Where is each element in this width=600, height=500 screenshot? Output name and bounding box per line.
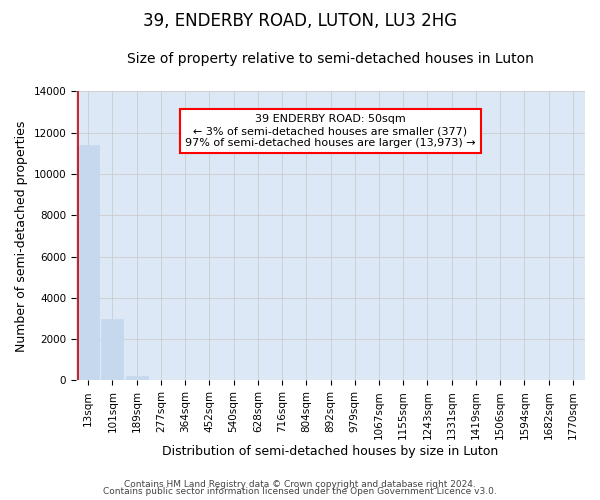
- Title: Size of property relative to semi-detached houses in Luton: Size of property relative to semi-detach…: [127, 52, 534, 66]
- X-axis label: Distribution of semi-detached houses by size in Luton: Distribution of semi-detached houses by …: [163, 444, 499, 458]
- Y-axis label: Number of semi-detached properties: Number of semi-detached properties: [15, 120, 28, 352]
- Text: Contains HM Land Registry data © Crown copyright and database right 2024.: Contains HM Land Registry data © Crown c…: [124, 480, 476, 489]
- Bar: [77, 145, 99, 380]
- Bar: [101, 318, 123, 380]
- Text: 39 ENDERBY ROAD: 50sqm
← 3% of semi-detached houses are smaller (377)
97% of sem: 39 ENDERBY ROAD: 50sqm ← 3% of semi-deta…: [185, 114, 476, 148]
- Bar: [126, 376, 148, 380]
- Text: 39, ENDERBY ROAD, LUTON, LU3 2HG: 39, ENDERBY ROAD, LUTON, LU3 2HG: [143, 12, 457, 30]
- Text: Contains public sector information licensed under the Open Government Licence v3: Contains public sector information licen…: [103, 487, 497, 496]
